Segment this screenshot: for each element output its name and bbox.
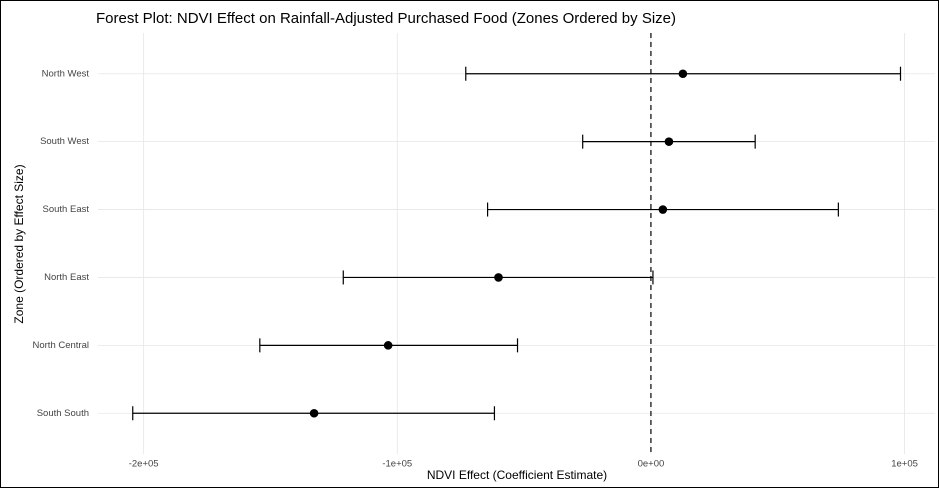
point	[664, 137, 674, 146]
x-tick-label: -2e+05	[129, 459, 159, 470]
y-axis-label: Zone (Ordered by Effect Size)	[12, 164, 26, 323]
point	[383, 341, 393, 350]
point	[658, 205, 668, 214]
point	[494, 273, 503, 282]
y-tick-label: South South	[37, 408, 89, 419]
y-tick-label: South West	[40, 136, 89, 147]
x-tick-label: -1e+05	[382, 459, 412, 470]
x-tick-label: 0e+00	[638, 459, 665, 470]
x-axis-label: NDVI Effect (Coefficient Estimate)	[427, 468, 607, 482]
point	[309, 408, 319, 418]
x-tick-label: 1e+05	[891, 459, 918, 470]
y-tick-label: North West	[42, 68, 90, 79]
y-tick-label: North Central	[33, 340, 90, 351]
point	[678, 69, 688, 79]
chart-title: Forest Plot: NDVI Effect on Rainfall-Adj…	[96, 10, 676, 27]
y-tick-label: South East	[43, 204, 90, 215]
y-tick-label: North East	[44, 272, 89, 283]
